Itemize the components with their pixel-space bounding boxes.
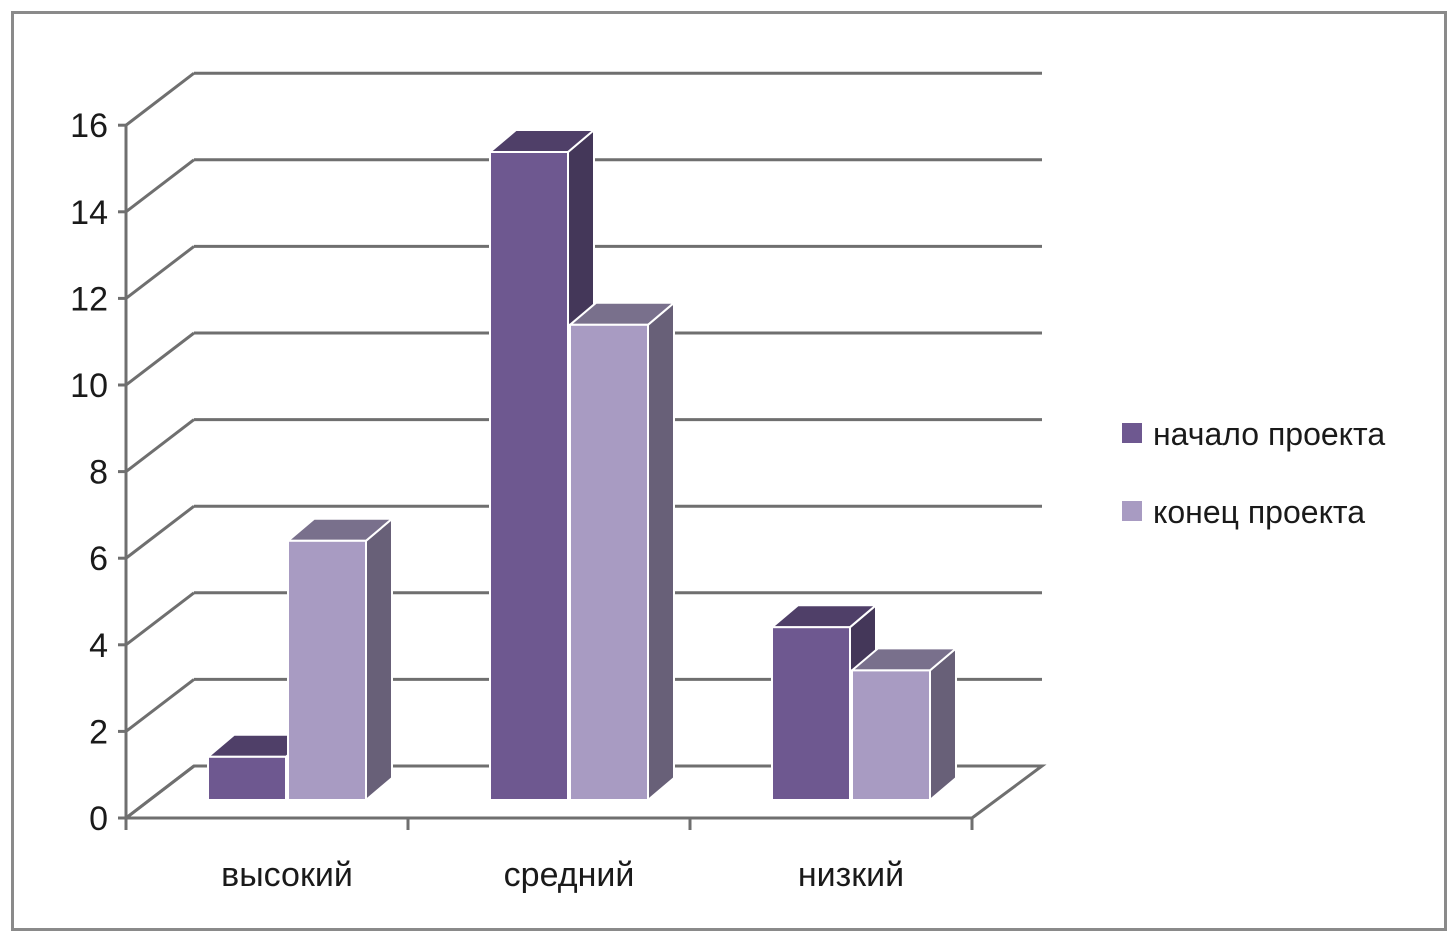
gridline-side (125, 591, 195, 646)
bar-конец проекта (849, 646, 959, 803)
y-tick-label: 14 (70, 194, 108, 232)
gridline-side (125, 72, 195, 127)
y-tick-label: 8 (89, 454, 108, 492)
category-label: низкий (798, 856, 904, 894)
bar-front (287, 539, 367, 801)
bar-side (365, 516, 393, 803)
bar-конец проекта (567, 300, 677, 803)
axis-labels: 0 2 4 6 8 10 12 14 16 высокий средний низкий (70, 107, 904, 894)
gridline-side (125, 418, 195, 473)
gridline-side (125, 245, 195, 300)
legend-label: конец проекта (1153, 494, 1365, 530)
category-label: средний (504, 856, 635, 894)
bar-front (771, 626, 851, 802)
bar-side (929, 646, 957, 803)
legend-swatch (1122, 501, 1142, 521)
y-tick-label: 12 (70, 280, 108, 318)
bar-front (569, 323, 649, 801)
gridline-side (125, 158, 195, 213)
legend-label: начало проекта (1153, 416, 1385, 452)
legend-swatch (1122, 423, 1142, 443)
gridline-side (125, 678, 195, 733)
y-tick-label: 2 (89, 713, 108, 751)
y-tick-label: 4 (89, 627, 108, 665)
bars (205, 127, 959, 803)
y-tick-label: 10 (70, 367, 108, 405)
category-label: высокий (221, 856, 353, 894)
bar-front (851, 669, 931, 802)
axes (118, 123, 1047, 830)
bar-side (647, 300, 675, 803)
y-tick-label: 6 (89, 540, 108, 578)
y-tick-label: 0 (89, 800, 108, 838)
bar-front (207, 755, 287, 801)
bar-front (489, 151, 569, 801)
bar-начало проекта (487, 127, 597, 803)
y-tick-label: 16 (70, 107, 108, 145)
bar-конец проекта (285, 516, 395, 803)
gridline-side (125, 331, 195, 387)
gridline-side (125, 505, 195, 560)
legend: начало проекта конец проекта (1122, 416, 1385, 530)
